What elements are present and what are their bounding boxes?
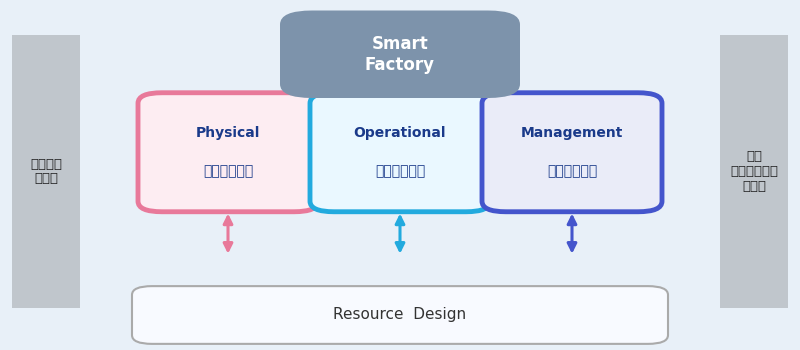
FancyBboxPatch shape xyxy=(132,286,668,344)
Text: Resource  Design: Resource Design xyxy=(334,308,466,322)
FancyBboxPatch shape xyxy=(280,10,520,98)
Text: 先進
テクノロジー
の適用: 先進 テクノロジー の適用 xyxy=(730,150,778,193)
FancyBboxPatch shape xyxy=(138,93,318,212)
Text: Operational: Operational xyxy=(354,126,446,140)
Text: Physical: Physical xyxy=(196,126,260,140)
Text: Smart
Factory: Smart Factory xyxy=(365,35,435,74)
Text: エクセレンス: エクセレンス xyxy=(375,164,425,178)
Polygon shape xyxy=(626,142,660,162)
Text: 経営課題
の実現: 経営課題 の実現 xyxy=(30,158,62,186)
Text: エクセレンス: エクセレンス xyxy=(203,164,253,178)
Polygon shape xyxy=(140,142,174,162)
FancyBboxPatch shape xyxy=(12,35,80,308)
FancyBboxPatch shape xyxy=(482,93,662,212)
FancyBboxPatch shape xyxy=(720,35,788,308)
Text: Management: Management xyxy=(521,126,623,140)
Text: エクセレンス: エクセレンス xyxy=(547,164,597,178)
FancyBboxPatch shape xyxy=(310,93,490,212)
